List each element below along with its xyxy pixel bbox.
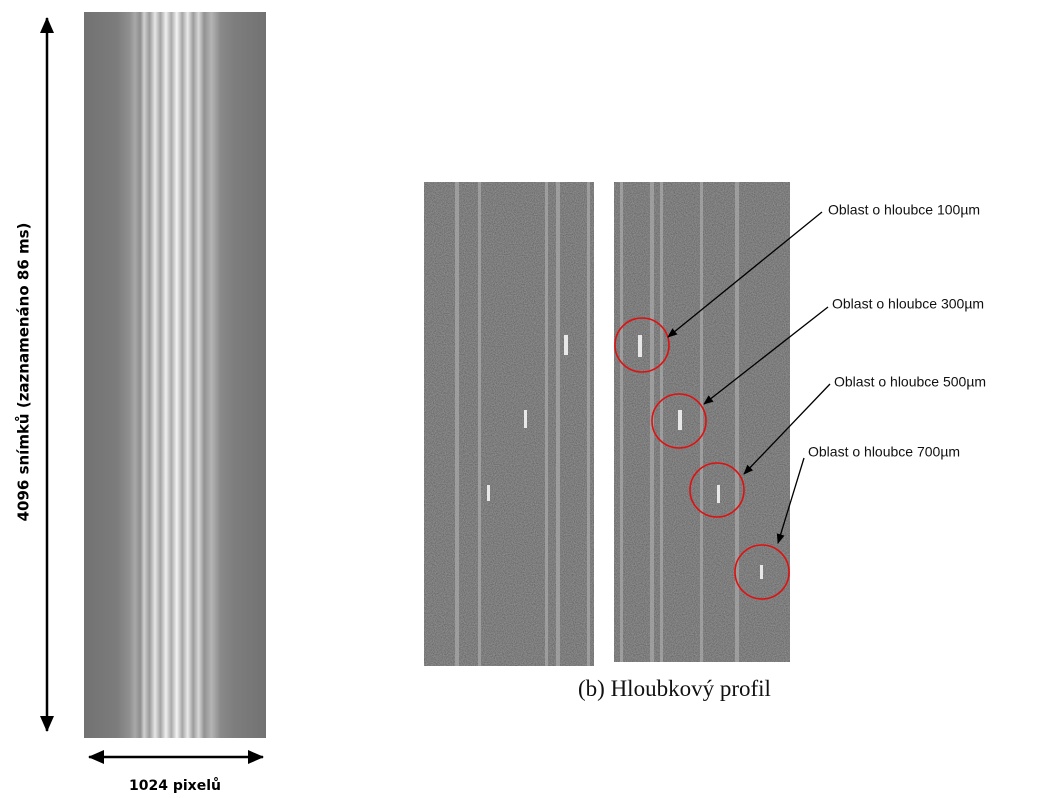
depth-images bbox=[424, 182, 790, 666]
annotation-label: Oblast o hloubce 700µm bbox=[808, 444, 960, 460]
annotation-label: Oblast o hloubce 100µm bbox=[828, 202, 980, 218]
depth-image-left bbox=[424, 182, 594, 666]
annotation-label: Oblast o hloubce 500µm bbox=[834, 374, 986, 390]
vertical-label: 4096 snímků (zaznamenáno 86 ms) bbox=[15, 223, 33, 522]
horizontal-label: 1024 pixelů bbox=[129, 777, 221, 794]
caption: (b) Hloubkový profil bbox=[578, 676, 771, 701]
raw-image bbox=[84, 12, 266, 738]
annotation-label: Oblast o hloubce 300µm bbox=[832, 296, 984, 312]
figure: 4096 snímků (zaznamenáno 86 ms) 1024 pix… bbox=[0, 0, 1050, 798]
